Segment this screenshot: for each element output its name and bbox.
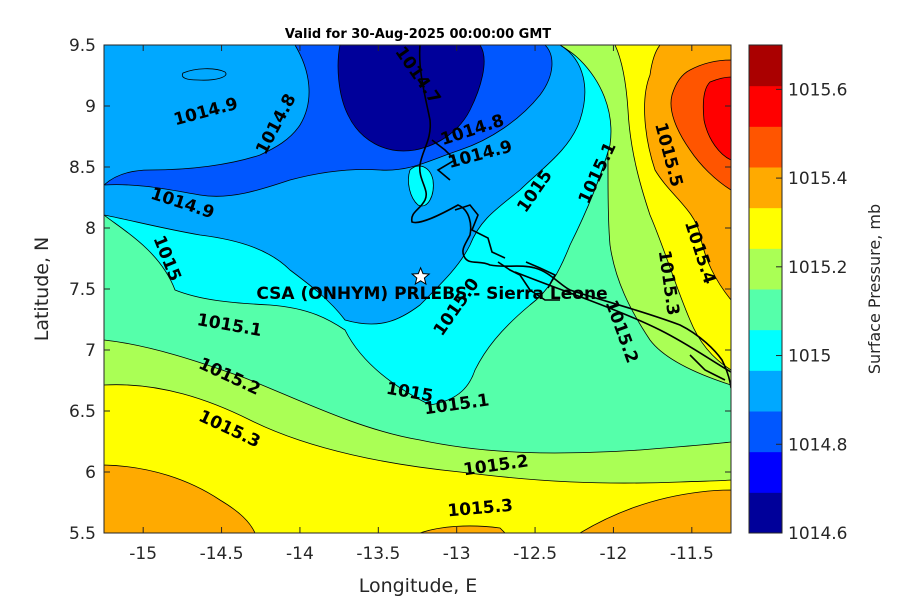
colorbar-swatch xyxy=(749,45,782,87)
y-tick-label: 7.5 xyxy=(69,280,96,300)
x-tick-label: -14.5 xyxy=(200,544,244,564)
colorbar-tick-label: 1015.4 xyxy=(788,169,847,189)
band-1015-6-east xyxy=(702,76,731,161)
map-title: Valid for 30-Aug-2025 00:00:00 GMT xyxy=(285,27,551,42)
colorbar-swatch xyxy=(749,451,782,493)
x-tick-label: -12 xyxy=(600,544,628,564)
x-axis: -15 -14.5 -14 -13.5 -13 -12.5 -12 -11.5 xyxy=(129,45,714,564)
colorbar-tick-label: 1015 xyxy=(788,347,831,367)
colorbar-swatch xyxy=(749,370,782,412)
colorbar-frame xyxy=(748,44,783,534)
colorbar-swatch xyxy=(749,167,782,209)
colorbar-swatch xyxy=(749,289,782,331)
band-1015-4-sw xyxy=(104,464,256,533)
colorbar-swatch xyxy=(749,411,782,453)
colorbar-tick-label: 1015.2 xyxy=(788,258,847,278)
y-axis-label: Latitude, N xyxy=(31,237,53,342)
y-tick-label: 6.5 xyxy=(69,402,96,422)
colorbar-tick-label: 1014.6 xyxy=(788,524,847,544)
colorbar-swatch xyxy=(749,248,782,290)
patch-1014-9 xyxy=(181,68,227,81)
colorbar-swatch xyxy=(749,492,782,534)
x-tick-label: -13.5 xyxy=(356,544,400,564)
y-axis: 9.5 9 8.5 8 7.5 7 6.5 6 5.5 xyxy=(69,36,731,544)
site-label: CSA (ONHYM) PRLEBS - Sierra Leone xyxy=(256,284,607,304)
y-tick-label: 8.5 xyxy=(69,158,96,178)
contour-field xyxy=(104,45,731,533)
x-tick-label: -11.5 xyxy=(670,544,714,564)
colorbar xyxy=(749,45,782,534)
x-tick-label: -13 xyxy=(443,544,471,564)
colorbar-swatch xyxy=(749,329,782,371)
station-star-icon xyxy=(410,266,431,286)
colorbar-tick-label: 1014.8 xyxy=(788,435,847,455)
band-1015-4-se xyxy=(579,489,731,533)
y-tick-label: 8 xyxy=(85,219,96,239)
band-1015-3 xyxy=(104,384,731,533)
colorbar-swatch xyxy=(749,126,782,168)
colorbar-tick-label: 1015.6 xyxy=(788,80,847,100)
x-tick-label: -12.5 xyxy=(513,544,557,564)
coastline xyxy=(410,45,731,389)
y-tick-label: 9 xyxy=(85,97,96,117)
x-axis-label: Longitude, E xyxy=(359,575,478,597)
station-marker xyxy=(410,266,431,286)
y-tick-label: 6 xyxy=(85,463,96,483)
patch-1015-0 xyxy=(408,165,434,207)
x-tick-label: -15 xyxy=(129,544,157,564)
band-1014-7 xyxy=(337,45,485,152)
x-tick-label: -14 xyxy=(286,544,314,564)
y-tick-label: 9.5 xyxy=(69,36,96,56)
colorbar-swatch xyxy=(749,207,782,249)
colorbar-label: Surface Pressure, mb xyxy=(865,204,884,374)
y-tick-label: 5.5 xyxy=(69,524,96,544)
colorbar-ticks: 1015.6 1015.4 1015.2 1015 1014.8 1014.6 xyxy=(776,80,847,544)
y-tick-label: 7 xyxy=(85,341,96,361)
band-1015-4-s xyxy=(419,525,506,533)
colorbar-swatch xyxy=(749,85,782,127)
